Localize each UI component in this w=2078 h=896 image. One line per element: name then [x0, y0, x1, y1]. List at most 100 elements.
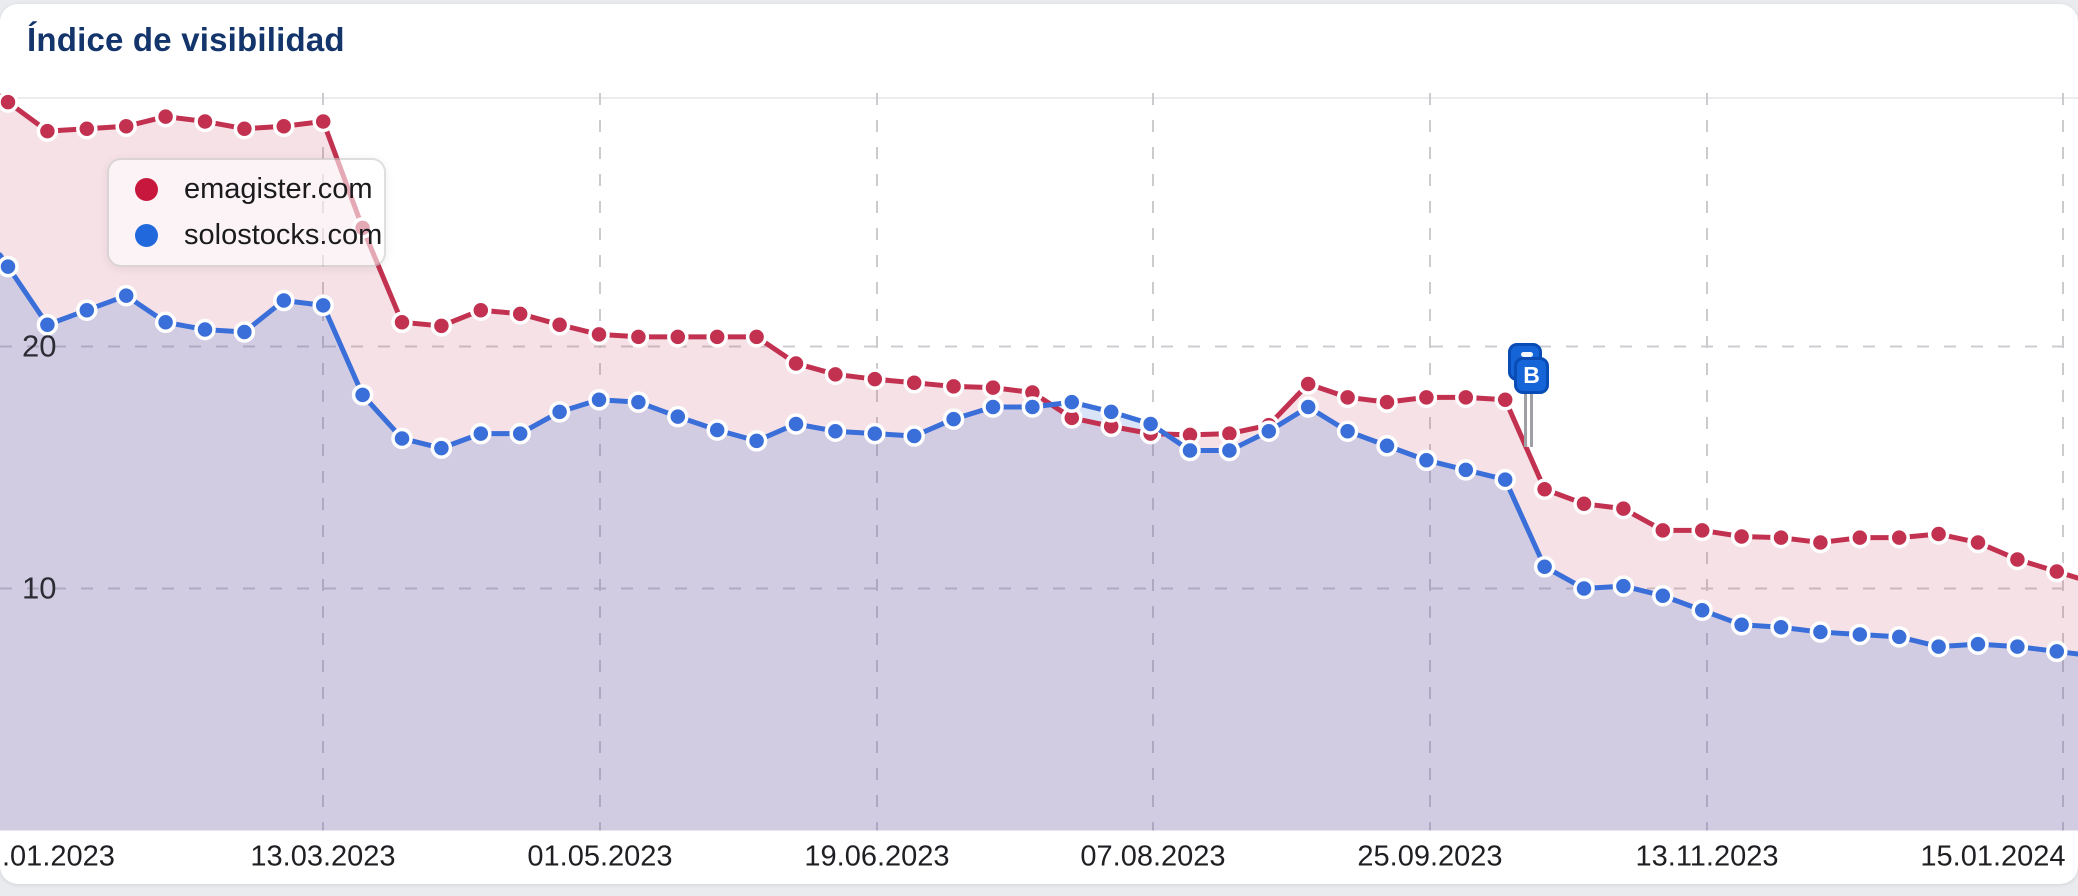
data-point-emagister.com[interactable]	[706, 326, 728, 348]
data-point-solostocks.com[interactable]	[1770, 616, 1792, 638]
data-point-emagister.com[interactable]	[588, 323, 610, 346]
data-point-solostocks.com[interactable]	[1100, 401, 1122, 423]
data-point-solostocks.com[interactable]	[1021, 396, 1044, 418]
data-point-emagister.com[interactable]	[391, 311, 413, 334]
data-point-emagister.com[interactable]	[509, 303, 531, 325]
data-point-solostocks.com[interactable]	[903, 425, 925, 447]
data-point-solostocks.com[interactable]	[1809, 621, 1832, 643]
data-point-solostocks.com[interactable]	[1533, 555, 1556, 578]
data-point-solostocks.com[interactable]	[509, 422, 531, 445]
data-point-solostocks.com[interactable]	[430, 437, 453, 459]
data-point-solostocks.com[interactable]	[1849, 623, 1871, 646]
data-point-emagister.com[interactable]	[1573, 493, 1595, 515]
data-point-emagister.com[interactable]	[1849, 526, 1871, 549]
data-point-solostocks.com[interactable]	[1927, 635, 1950, 658]
data-point-solostocks.com[interactable]	[824, 420, 847, 442]
data-point-solostocks.com[interactable]	[2006, 635, 2029, 658]
data-point-emagister.com[interactable]	[430, 315, 453, 337]
data-point-emagister.com[interactable]	[273, 115, 295, 138]
data-point-emagister.com[interactable]	[233, 117, 256, 140]
data-point-emagister.com[interactable]	[115, 115, 137, 138]
data-point-solostocks.com[interactable]	[785, 413, 807, 435]
data-point-emagister.com[interactable]	[942, 375, 965, 398]
data-point-emagister.com[interactable]	[1691, 519, 1713, 542]
data-point-solostocks.com[interactable]	[115, 284, 137, 307]
data-point-solostocks.com[interactable]	[273, 289, 295, 312]
data-point-emagister.com[interactable]	[1888, 526, 1910, 549]
data-point-solostocks.com[interactable]	[351, 384, 374, 406]
data-point-solostocks.com[interactable]	[1336, 420, 1359, 442]
data-point-emagister.com[interactable]	[1730, 525, 1753, 548]
data-point-emagister.com[interactable]	[2006, 548, 2029, 571]
data-point-solostocks.com[interactable]	[1967, 633, 1989, 655]
data-point-emagister.com[interactable]	[0, 91, 19, 113]
data-point-emagister.com[interactable]	[312, 110, 334, 133]
data-point-emagister.com[interactable]	[1336, 386, 1359, 409]
data-point-emagister.com[interactable]	[982, 376, 1004, 399]
data-point-emagister.com[interactable]	[194, 110, 216, 133]
data-point-emagister.com[interactable]	[745, 326, 768, 348]
data-point-solostocks.com[interactable]	[233, 321, 256, 343]
data-point-solostocks.com[interactable]	[942, 408, 965, 430]
data-point-emagister.com[interactable]	[548, 313, 571, 336]
data-point-emagister.com[interactable]	[1297, 373, 1319, 395]
data-point-solostocks.com[interactable]	[391, 427, 413, 450]
data-point-emagister.com[interactable]	[154, 105, 177, 128]
data-point-emagister.com[interactable]	[824, 363, 847, 386]
data-point-solostocks.com[interactable]	[36, 313, 59, 336]
data-point-emagister.com[interactable]	[2046, 560, 2068, 583]
data-point-emagister.com[interactable]	[785, 352, 807, 375]
data-point-emagister.com[interactable]	[1494, 388, 1516, 411]
data-point-emagister.com[interactable]	[627, 326, 650, 348]
data-point-solostocks.com[interactable]	[1297, 396, 1319, 418]
data-point-solostocks.com[interactable]	[1415, 449, 1438, 471]
data-point-solostocks.com[interactable]	[745, 430, 768, 452]
data-point-solostocks.com[interactable]	[1573, 577, 1595, 600]
google-update-pin-b[interactable]: B	[1514, 357, 1549, 394]
data-point-solostocks.com[interactable]	[588, 388, 610, 411]
data-point-emagister.com[interactable]	[76, 117, 98, 140]
data-point-solostocks.com[interactable]	[982, 396, 1004, 418]
event-pin-group[interactable]: B	[1508, 343, 1568, 453]
data-point-solostocks.com[interactable]	[194, 318, 216, 341]
data-point-emagister.com[interactable]	[1612, 497, 1635, 520]
data-point-solostocks.com[interactable]	[470, 422, 492, 445]
data-point-emagister.com[interactable]	[1809, 531, 1832, 554]
data-point-solostocks.com[interactable]	[0, 255, 19, 278]
data-point-emagister.com[interactable]	[667, 326, 689, 348]
data-point-emagister.com[interactable]	[36, 120, 59, 142]
data-point-solostocks.com[interactable]	[1061, 391, 1083, 413]
data-point-emagister.com[interactable]	[1967, 531, 1989, 554]
data-point-solostocks.com[interactable]	[1730, 614, 1753, 636]
data-point-solostocks.com[interactable]	[1258, 420, 1280, 442]
data-point-emagister.com[interactable]	[1533, 478, 1556, 501]
data-point-solostocks.com[interactable]	[312, 294, 334, 317]
data-point-emagister.com[interactable]	[1770, 526, 1792, 549]
data-point-solostocks.com[interactable]	[1455, 459, 1477, 481]
data-point-emagister.com[interactable]	[864, 368, 886, 390]
data-point-emagister.com[interactable]	[1652, 519, 1674, 542]
data-point-solostocks.com[interactable]	[1888, 626, 1910, 648]
data-point-solostocks.com[interactable]	[76, 299, 98, 321]
data-point-emagister.com[interactable]	[470, 299, 492, 321]
data-point-solostocks.com[interactable]	[1179, 439, 1201, 462]
data-point-solostocks.com[interactable]	[667, 405, 689, 428]
data-point-solostocks.com[interactable]	[2046, 640, 2068, 663]
data-point-solostocks.com[interactable]	[627, 391, 650, 413]
data-point-emagister.com[interactable]	[1927, 523, 1950, 545]
data-point-solostocks.com[interactable]	[1612, 575, 1635, 597]
data-point-solostocks.com[interactable]	[1218, 439, 1241, 462]
data-point-emagister.com[interactable]	[1415, 386, 1438, 409]
data-point-solostocks.com[interactable]	[864, 422, 886, 445]
data-point-solostocks.com[interactable]	[706, 419, 728, 441]
data-point-solostocks.com[interactable]	[1494, 468, 1516, 491]
data-point-solostocks.com[interactable]	[154, 311, 177, 334]
data-point-solostocks.com[interactable]	[1376, 434, 1398, 457]
data-point-solostocks.com[interactable]	[548, 401, 571, 423]
data-point-solostocks.com[interactable]	[1139, 413, 1162, 435]
data-point-solostocks.com[interactable]	[1691, 599, 1713, 622]
data-point-emagister.com[interactable]	[1455, 386, 1477, 409]
data-point-emagister.com[interactable]	[1376, 391, 1398, 413]
data-point-emagister.com[interactable]	[903, 372, 925, 394]
